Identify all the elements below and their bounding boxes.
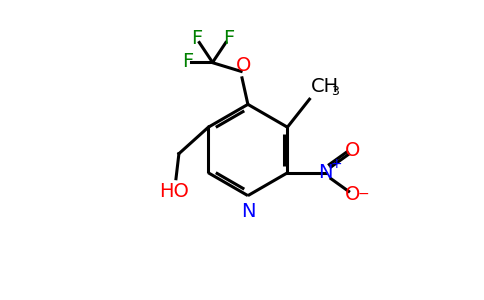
Text: HO: HO xyxy=(160,182,189,201)
Text: O: O xyxy=(236,56,251,75)
Text: N: N xyxy=(318,163,333,182)
Text: 3: 3 xyxy=(331,85,339,98)
Text: O: O xyxy=(345,185,360,204)
Text: +: + xyxy=(330,157,342,171)
Text: −: − xyxy=(358,187,369,201)
Text: F: F xyxy=(223,28,234,48)
Text: F: F xyxy=(191,28,202,48)
Text: F: F xyxy=(182,52,193,71)
Text: O: O xyxy=(345,141,360,160)
Text: N: N xyxy=(241,202,255,221)
Text: CH: CH xyxy=(310,77,338,96)
